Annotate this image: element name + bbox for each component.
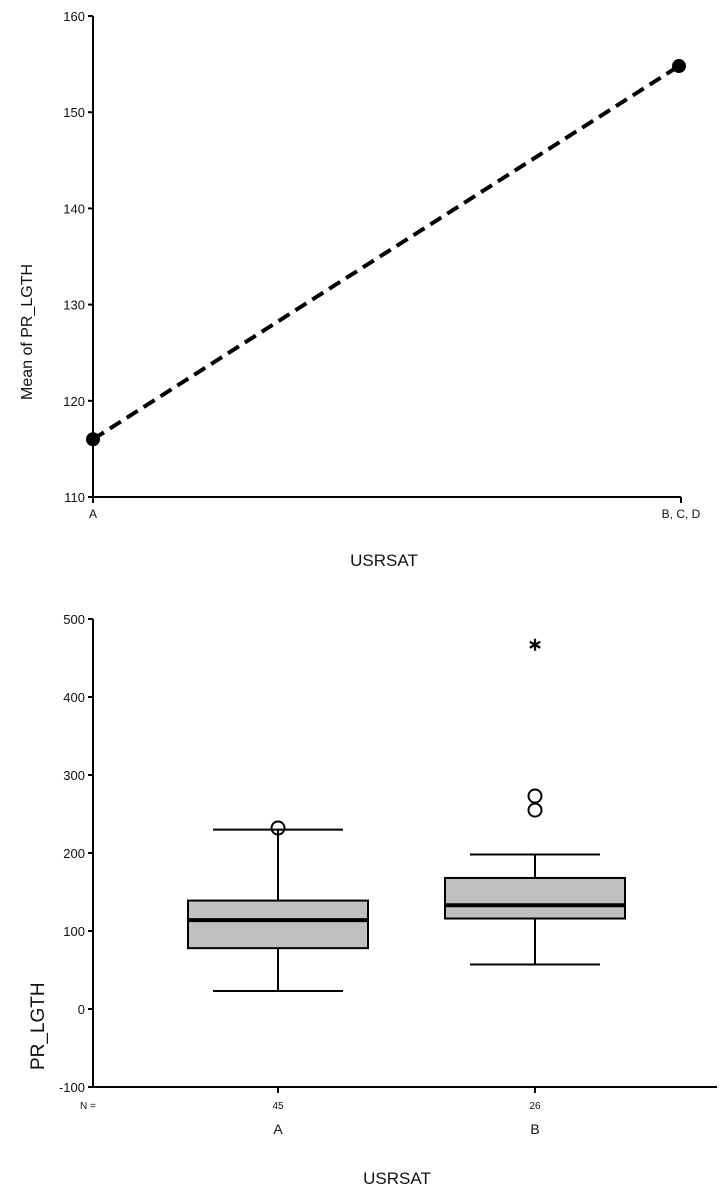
line-chart-y-tick-label: 150 xyxy=(63,105,85,120)
box-group-B: 26 B xyxy=(444,638,626,1137)
box-chart-n-value: 26 xyxy=(529,1101,541,1112)
line-chart-x-tick-label: A xyxy=(89,507,97,521)
box-chart-y-tick-label: 200 xyxy=(63,846,85,861)
line-chart-y-axis-label: Mean of PR_LGTH xyxy=(19,264,36,400)
line-chart-x-axis-label: USRSAT xyxy=(350,551,418,570)
box-chart-groups: 45 A 26 B xyxy=(187,638,626,1137)
line-chart-x-ticks: A B, C, D xyxy=(89,497,701,521)
line-chart-y-tick-label: 120 xyxy=(63,394,85,409)
box-chart-y-tick-label: 0 xyxy=(78,1002,85,1017)
line-chart-point xyxy=(672,59,686,74)
line-chart-point xyxy=(86,432,100,447)
line-chart-series-line xyxy=(91,64,681,441)
box-chart-x-tick-label: A xyxy=(273,1121,283,1137)
box-group-A: 45 A xyxy=(187,820,369,1137)
line-chart-y-ticks: 110 120 130 140 150 160 xyxy=(63,9,93,505)
line-chart-x-tick-label: B, C, D xyxy=(662,507,701,521)
line-chart-y-tick-label: 160 xyxy=(63,9,85,24)
line-chart-y-tick-label: 140 xyxy=(63,201,85,216)
box-chart-y-axis-label: PR_LGTH xyxy=(28,982,49,1070)
box-iqr xyxy=(444,876,626,920)
box-chart-n-value: 45 xyxy=(272,1101,284,1112)
box-extreme xyxy=(529,638,541,651)
box-outlier xyxy=(527,802,543,818)
box-extreme-stroke xyxy=(529,640,541,649)
box-chart-y-ticks: -100 0 100 200 300 400 500 xyxy=(59,612,93,1095)
box-chart-y-tick-label: 300 xyxy=(63,768,85,783)
line-chart-series xyxy=(86,59,686,447)
box-chart-x-axis-label: USRSAT xyxy=(363,1169,431,1188)
box-outlier xyxy=(270,820,286,836)
line-chart: 110 120 130 140 150 160 A B, C, D Mean of PR_L… xyxy=(19,9,701,570)
box-chart-y-tick-label: 400 xyxy=(63,690,85,705)
box-outlier xyxy=(527,788,543,804)
box-chart-y-tick-label: 100 xyxy=(63,924,85,939)
line-chart-y-tick-label: 110 xyxy=(64,490,85,505)
line-chart-y-tick-label: 130 xyxy=(63,298,85,313)
box-chart-y-tick-label: -100 xyxy=(59,1080,85,1095)
box-iqr xyxy=(187,899,369,950)
box-chart-y-tick-label: 500 xyxy=(63,612,85,627)
box-chart-n-label: N = xyxy=(80,1101,96,1112)
box-chart-x-tick-label: B xyxy=(530,1121,539,1137)
